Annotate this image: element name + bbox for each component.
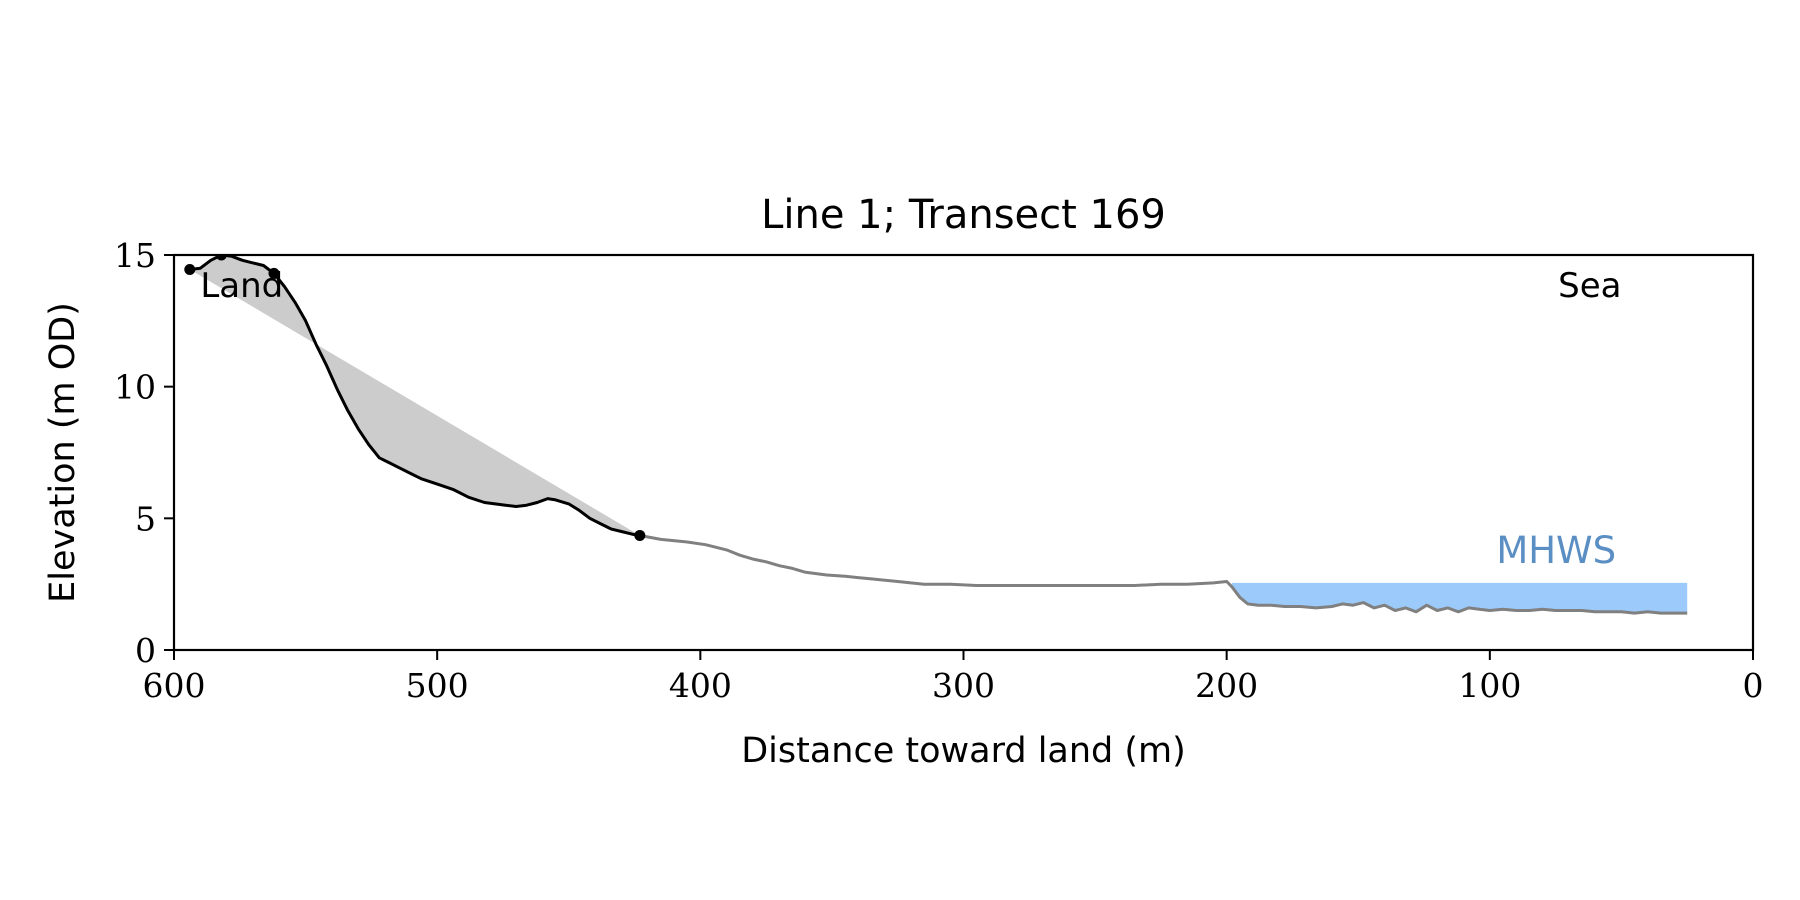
y-tick-label: 10 xyxy=(114,368,156,407)
chart-title: Line 1; Transect 169 xyxy=(761,192,1166,238)
plot-marks: Land Sea MHWS xyxy=(184,255,1688,615)
y-axis-label: Elevation (m OD) xyxy=(43,302,83,603)
y-tick-label: 5 xyxy=(135,499,156,538)
beach-profile-line xyxy=(639,534,1688,615)
plot-area: Land Sea MHWS xyxy=(184,255,1688,615)
x-tick-label: 500 xyxy=(406,666,469,705)
x-tick-label: 100 xyxy=(1458,666,1521,705)
x-tick-label: 400 xyxy=(669,666,732,705)
annotation-land: Land xyxy=(200,266,283,306)
annotation-mhws: MHWS xyxy=(1496,529,1616,572)
x-tick-label: 600 xyxy=(143,666,206,705)
x-tick-label: 200 xyxy=(1195,666,1258,705)
cliff-area-fill xyxy=(189,255,640,536)
profile-marker xyxy=(184,263,196,275)
x-axis-label: Distance toward land (m) xyxy=(741,731,1186,771)
profile-marker xyxy=(268,267,280,279)
x-tick-label: 0 xyxy=(1743,666,1764,705)
annotation-sea: Sea xyxy=(1558,266,1621,306)
x-tick-label: 300 xyxy=(932,666,995,705)
profile-marker xyxy=(215,255,227,261)
profile-marker xyxy=(634,529,646,541)
y-tick-label: 15 xyxy=(114,236,156,275)
y-tick-label: 0 xyxy=(135,631,156,670)
axis-ticks: 600 500 400 300 200 100 0 0 5 10 15 xyxy=(114,236,1764,705)
mhws-band xyxy=(1231,582,1688,614)
cliff-profile-line xyxy=(189,255,641,537)
